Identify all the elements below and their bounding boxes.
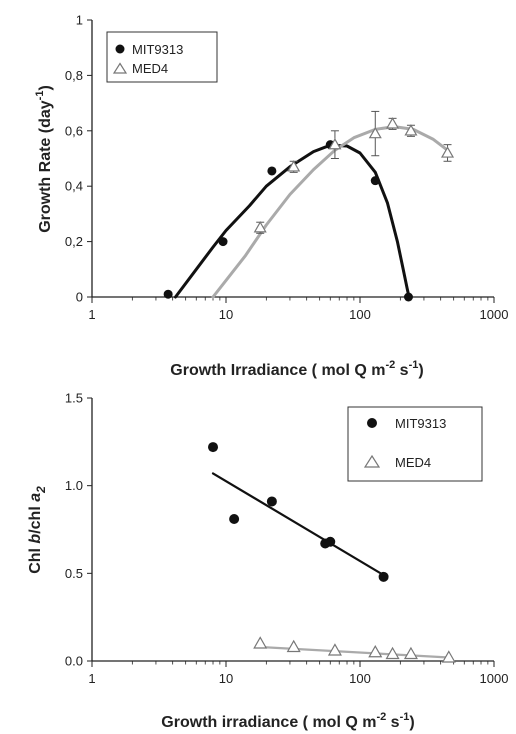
mit9313-point — [378, 571, 389, 582]
legend-mit9313-label: MIT9313 — [132, 42, 183, 57]
y-tick-label: 1 — [76, 13, 83, 28]
bottom-x-axis-label: Growth irradiance ( mol Q m-2 s-1) — [161, 711, 414, 731]
med4-point — [385, 646, 400, 660]
mit9313-fit-line — [211, 472, 385, 577]
med4-fit-line — [259, 645, 450, 659]
legend-mit9313-label: MIT9313 — [395, 416, 446, 431]
mit9313-point — [267, 166, 277, 176]
mit9313-point — [325, 536, 336, 547]
med4-point — [441, 650, 456, 663]
y-tick-label: 1.5 — [65, 391, 83, 406]
legend-mit9313-marker — [115, 44, 125, 54]
med4-point — [328, 137, 342, 150]
x-tick-label: 1000 — [480, 307, 509, 322]
x-tick-label: 100 — [349, 307, 371, 322]
legend-mit9313-marker — [367, 418, 377, 428]
top-legend-box — [106, 31, 218, 83]
top-legend: MIT9313 MED4 — [106, 31, 218, 83]
med4-fit-line — [211, 125, 449, 299]
y-tick-label: 0.5 — [65, 566, 83, 581]
med4-point — [253, 221, 267, 233]
mit9313-point — [370, 176, 380, 186]
x-tick-label: 10 — [219, 307, 233, 322]
med4-point — [368, 126, 382, 139]
med4-point — [253, 636, 268, 649]
bottom-y-axis-label: Chl b/chl a2 — [27, 486, 48, 574]
legend-med4-marker — [363, 454, 381, 468]
x-tick-label: 10 — [219, 671, 233, 686]
mit9313-point — [266, 496, 277, 507]
med4-point — [286, 639, 301, 653]
med4-point — [287, 160, 301, 172]
med4-point — [327, 643, 342, 656]
mit9313-point — [163, 289, 173, 299]
y-tick-label: 0,4 — [65, 179, 83, 194]
y-tick-label: 0,6 — [65, 123, 83, 138]
legend-med4-marker — [112, 62, 128, 74]
legend-med4-label: MED4 — [132, 61, 168, 76]
mit9313-point — [229, 513, 240, 524]
x-tick-label: 1 — [88, 671, 95, 686]
mit9313-point — [208, 442, 219, 453]
mit9313-point — [403, 292, 413, 302]
top-y-axis-label: Growth Rate (day-1) — [34, 85, 54, 233]
growth-rate-plot-area: 0 0,2 0,4 0,6 0,8 1 1 10 100 1000 — [65, 13, 509, 323]
x-tick-label: 1 — [88, 307, 95, 322]
growth-rate-chart: 0 0,2 0,4 0,6 0,8 1 1 10 100 1000 Growth Rate (da… — [34, 13, 508, 380]
bottom-legend: MIT9313 MED4 — [347, 406, 483, 482]
med4-point — [404, 124, 418, 136]
chl-ratio-chart: 0.0 0.5 1.0 1.5 1 10 100 1000 Chl b/chl a2 Grow… — [27, 391, 508, 732]
med4-point — [386, 117, 400, 129]
x-tick-label: 1000 — [480, 671, 509, 686]
med4-point — [403, 646, 418, 660]
x-tick-label: 100 — [349, 671, 371, 686]
y-tick-label: 0,2 — [65, 234, 83, 249]
chl-ratio-plot-area: 0.0 0.5 1.0 1.5 1 10 100 1000 — [65, 391, 509, 687]
med4-point — [368, 645, 383, 658]
y-tick-label: 0.0 — [65, 654, 83, 669]
y-tick-label: 0,8 — [65, 68, 83, 83]
mit9313-point — [218, 237, 228, 247]
legend-med4-label: MED4 — [395, 455, 431, 470]
med4-point — [440, 146, 455, 158]
y-tick-label: 1.0 — [65, 478, 83, 493]
top-x-axis-label: Growth Irradiance ( mol Q m-2 s-1) — [170, 359, 423, 379]
y-tick-label: 0 — [76, 290, 83, 305]
